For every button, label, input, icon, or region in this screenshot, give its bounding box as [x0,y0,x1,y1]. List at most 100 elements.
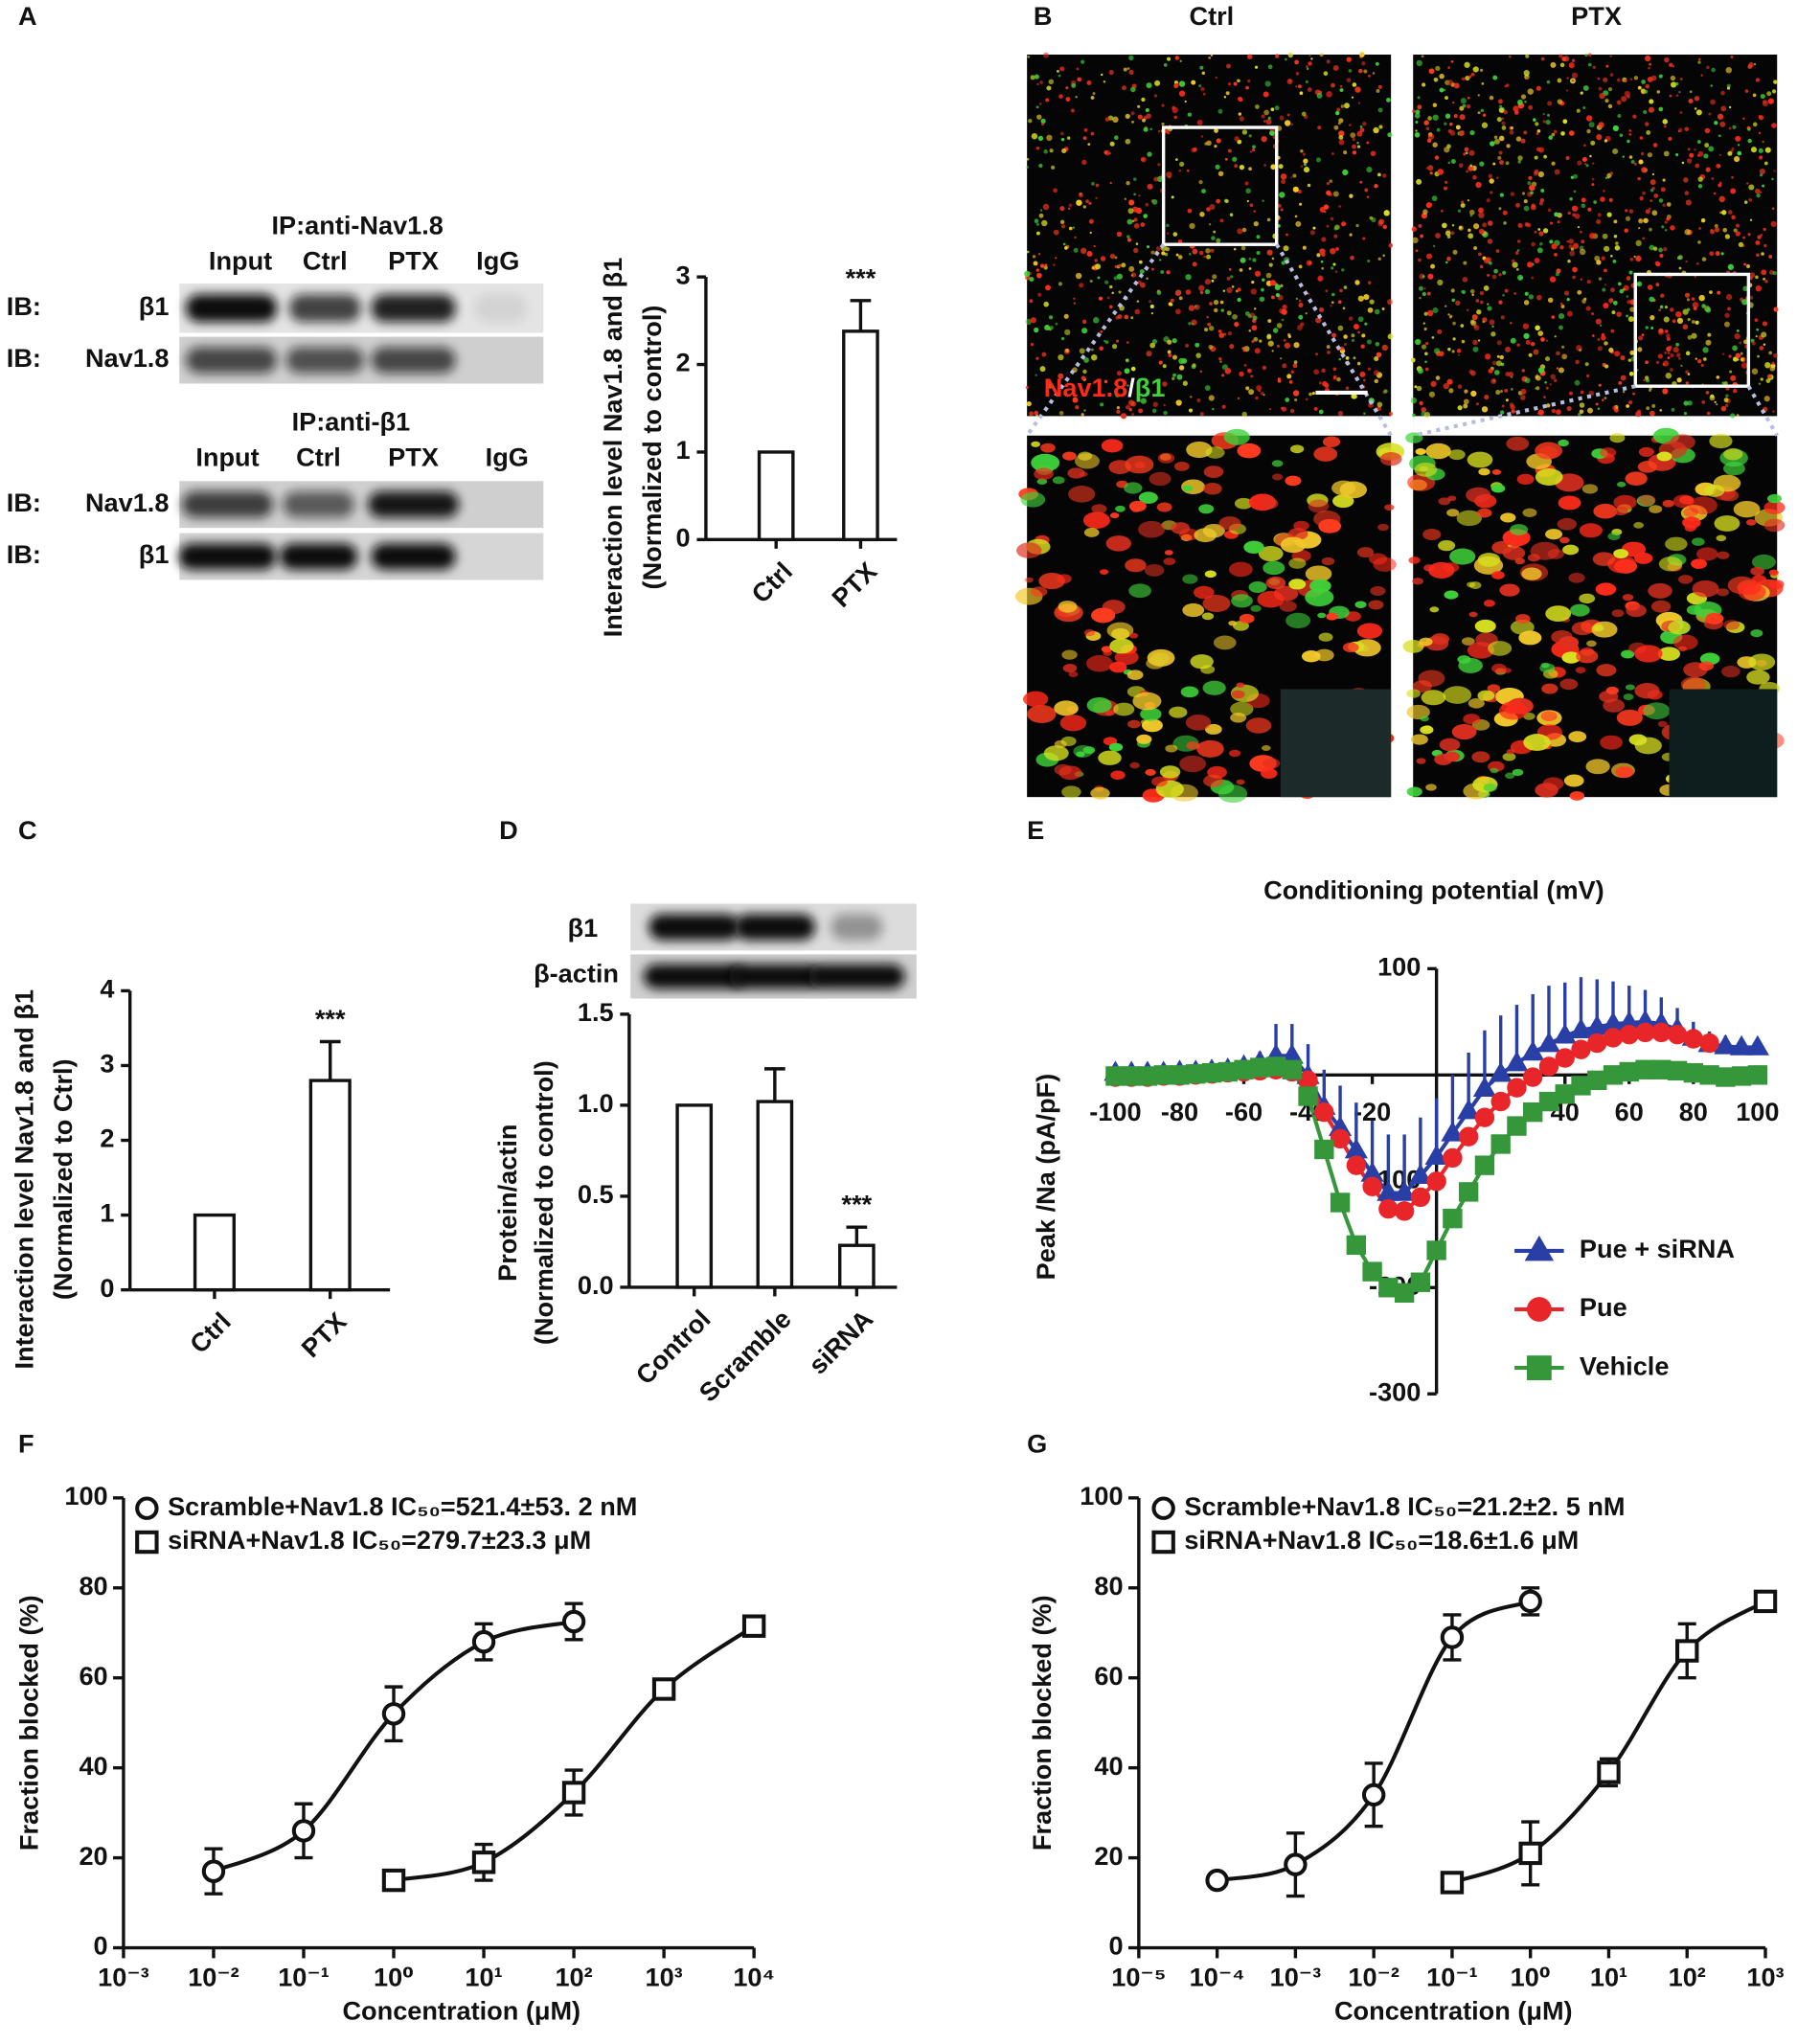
y-tick-label: 40 [1094,1751,1123,1781]
fluorescence-dot [1453,114,1458,119]
fluorescence-dot [1657,647,1681,661]
fluorescence-dot [1425,167,1429,170]
fluorescence-dot [1109,284,1113,289]
fluorescence-dot [1332,375,1337,380]
fluorescence-dot [1467,697,1485,709]
x-tick-label: 10⁻³ [98,1962,149,1991]
fluorescence-dot [1231,690,1245,699]
fluorescence-dot [1338,205,1342,208]
marker [1361,1783,1386,1807]
fluorescence-dot [1350,132,1356,138]
fluorescence-dot [1717,551,1730,559]
fluorescence-dot [1199,65,1204,70]
blot-row-label: Nav1.8 [85,343,169,373]
blot-row-label: β1 [139,291,170,321]
fluorescence-dot [1477,111,1481,115]
fluorescence-dot [1467,199,1469,202]
fluorescence-dot [1695,109,1702,116]
marker [1619,1024,1639,1045]
fluorescence-dot [1173,83,1178,89]
fluorescence-dot [1254,348,1261,354]
fluorescence-dot [1624,228,1628,233]
fluorescence-dot [1685,351,1691,356]
fluorescence-dot [1030,343,1035,347]
fluorescence-dot [1649,227,1652,232]
fluorescence-dot [1234,314,1239,319]
fluorescence-dot [1527,261,1534,268]
fluorescence-dot [1756,193,1761,198]
fluorescence-dot [1357,330,1360,334]
fluorescence-dot [1473,324,1480,330]
fluorescence-dot [1452,101,1455,104]
fluorescence-dot [1070,108,1075,113]
fluorescence-dot [1265,577,1286,589]
fluorescence-dot [1473,246,1478,250]
fluorescence-dot [1633,521,1645,529]
fluorescence-dot [1678,646,1687,652]
fluorescence-dot [1559,536,1570,544]
marker [1151,1530,1175,1555]
fluorescence-dot [1281,308,1287,315]
fluorescence-dot [1208,57,1212,59]
fluorescence-dot [1356,142,1359,145]
fluorescence-dot [1677,130,1681,133]
fluorescence-dot [1520,388,1527,395]
fluorescence-dot [1649,505,1663,513]
fluorescence-dot [1156,502,1172,512]
bar [308,1079,352,1292]
fluorescence-dot [1282,304,1287,310]
fluorescence-dot [1363,412,1366,415]
fluorescence-dot [1684,229,1691,236]
marker [1282,1059,1302,1079]
fluorescence-dot [1728,354,1732,358]
blot-band [279,543,358,570]
y-tick-label: 2 [676,348,691,377]
fluorescence-dot [1679,111,1683,114]
fluorescence-dot [1716,403,1718,406]
fluorescence-dot [1194,342,1200,348]
fluorescence-dot [1594,255,1601,261]
fluorescence-dot [1174,308,1181,315]
fluorescence-dot [1264,80,1271,87]
fluorescence-dot [1339,481,1368,499]
fluorescence-dot [1153,176,1159,182]
fluorescence-dot [1028,119,1033,124]
fluorescence-dot [1682,516,1701,529]
lane-label: Input [209,245,272,275]
fluorescence-dot [1064,246,1068,250]
fluorescence-dot [1567,260,1571,263]
fluorescence-dot [1128,199,1135,206]
fluorescence-dot [1114,382,1118,386]
fluorescence-dot [1523,205,1530,212]
fluorescence-dot [1061,785,1081,799]
fluorescence-dot [1434,753,1453,765]
fluorescence-dot [1596,134,1603,141]
fluorescence-dot [1698,227,1701,230]
fluorescence-dot [1686,307,1691,311]
fluorescence-dot [1118,290,1122,294]
fluorescence-dot [1226,277,1231,281]
fluorescence-dot [1730,375,1737,381]
fluorescence-dot [1326,345,1331,349]
fluorescence-dot [1561,353,1568,360]
y-tick-label: 100 [1377,952,1421,982]
fluorescence-dot [1422,275,1425,279]
y-axis-label: Interaction level Nav1.8 and β1 [9,989,38,1370]
marker [471,1851,496,1874]
fluorescence-dot [1555,272,1559,277]
fluorescence-dot [1558,439,1569,447]
fluorescence-dot [1091,265,1095,270]
fluorescence-dot [1245,717,1272,734]
fluorescence-dot [1637,85,1642,90]
fluorescence-dot [1352,150,1357,155]
fluorescence-dot [1611,609,1625,618]
fluorescence-dot [1270,164,1277,170]
fluorescence-dot [1773,307,1779,312]
fluorescence-dot [1649,207,1651,211]
fluorescence-dot [1561,651,1581,664]
fluorescence-dot [1109,253,1116,260]
fluorescence-dot [1206,140,1212,147]
fluorescence-dot [1269,280,1277,286]
fluorescence-dot [1237,297,1241,303]
fluorescence-dot [1487,273,1490,277]
